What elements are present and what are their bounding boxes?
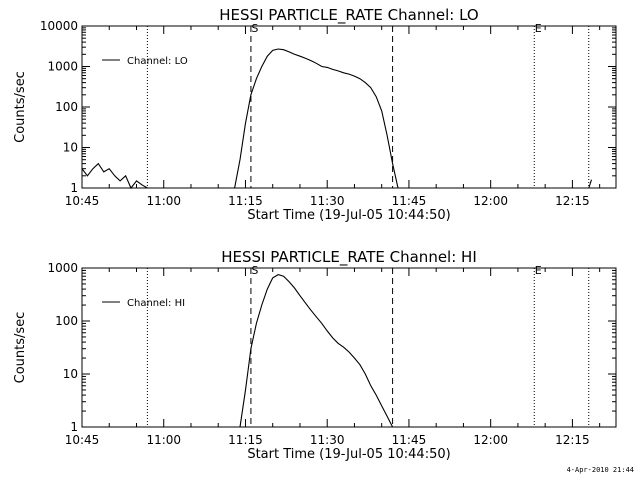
x-tick-label: 11:45 <box>392 433 427 447</box>
marker-label: S <box>251 22 258 35</box>
x-axis-label: Start Time (19-Jul-05 10:44:50) <box>247 447 450 462</box>
y-tick-label: 1000 <box>47 60 78 74</box>
x-tick-label: 11:30 <box>310 433 345 447</box>
series-line-1-0 <box>239 274 394 428</box>
marker-label: E <box>535 264 542 277</box>
x-tick-label: 11:45 <box>392 194 427 208</box>
plot-frame <box>81 267 617 428</box>
series-line-0-0 <box>81 48 593 190</box>
chart-title: HESSI PARTICLE_RATE Channel: LO <box>219 6 478 25</box>
y-tick-label: 1 <box>70 181 78 195</box>
y-tick-label: 100 <box>55 314 78 328</box>
chart-title: HESSI PARTICLE_RATE Channel: HI <box>221 248 477 267</box>
x-tick-label: 10:45 <box>65 194 100 208</box>
chart-panel-0: HESSI PARTICLE_RATE Channel: LO Start Tim… <box>13 6 617 223</box>
y-axis-label: Counts/sec <box>13 312 28 384</box>
x-tick-label: 12:00 <box>473 433 508 447</box>
y-tick-label: 10000 <box>40 19 78 33</box>
marker-label: S <box>251 264 258 277</box>
x-tick-label: 11:30 <box>310 194 345 208</box>
y-axis-label: Counts/sec <box>13 71 28 143</box>
y-tick-label: 1 <box>70 420 78 434</box>
legend-label: Channel: LO <box>127 56 188 67</box>
x-tick-label: 11:15 <box>228 433 263 447</box>
x-tick-label: 11:00 <box>146 433 181 447</box>
chart-panel-1: HESSI PARTICLE_RATE Channel: HI Start Tim… <box>13 248 617 462</box>
legend-label: Channel: HI <box>127 298 185 309</box>
marker-label: E <box>535 22 542 35</box>
x-axis-label: Start Time (19-Jul-05 10:44:50) <box>247 208 450 223</box>
x-tick-label: 12:00 <box>473 194 508 208</box>
y-tick-label: 10 <box>63 141 78 155</box>
plot-frame <box>81 25 617 189</box>
x-tick-label: 11:00 <box>146 194 181 208</box>
footer-timestamp: 4-Apr-2010 21:44 <box>566 466 634 474</box>
y-tick-label: 10 <box>63 367 78 381</box>
x-tick-label: 12:15 <box>555 433 590 447</box>
x-tick-label: 12:15 <box>555 194 590 208</box>
y-tick-label: 100 <box>55 100 78 114</box>
y-tick-label: 1000 <box>47 261 78 275</box>
x-tick-label: 10:45 <box>65 433 100 447</box>
x-tick-label: 11:15 <box>228 194 263 208</box>
